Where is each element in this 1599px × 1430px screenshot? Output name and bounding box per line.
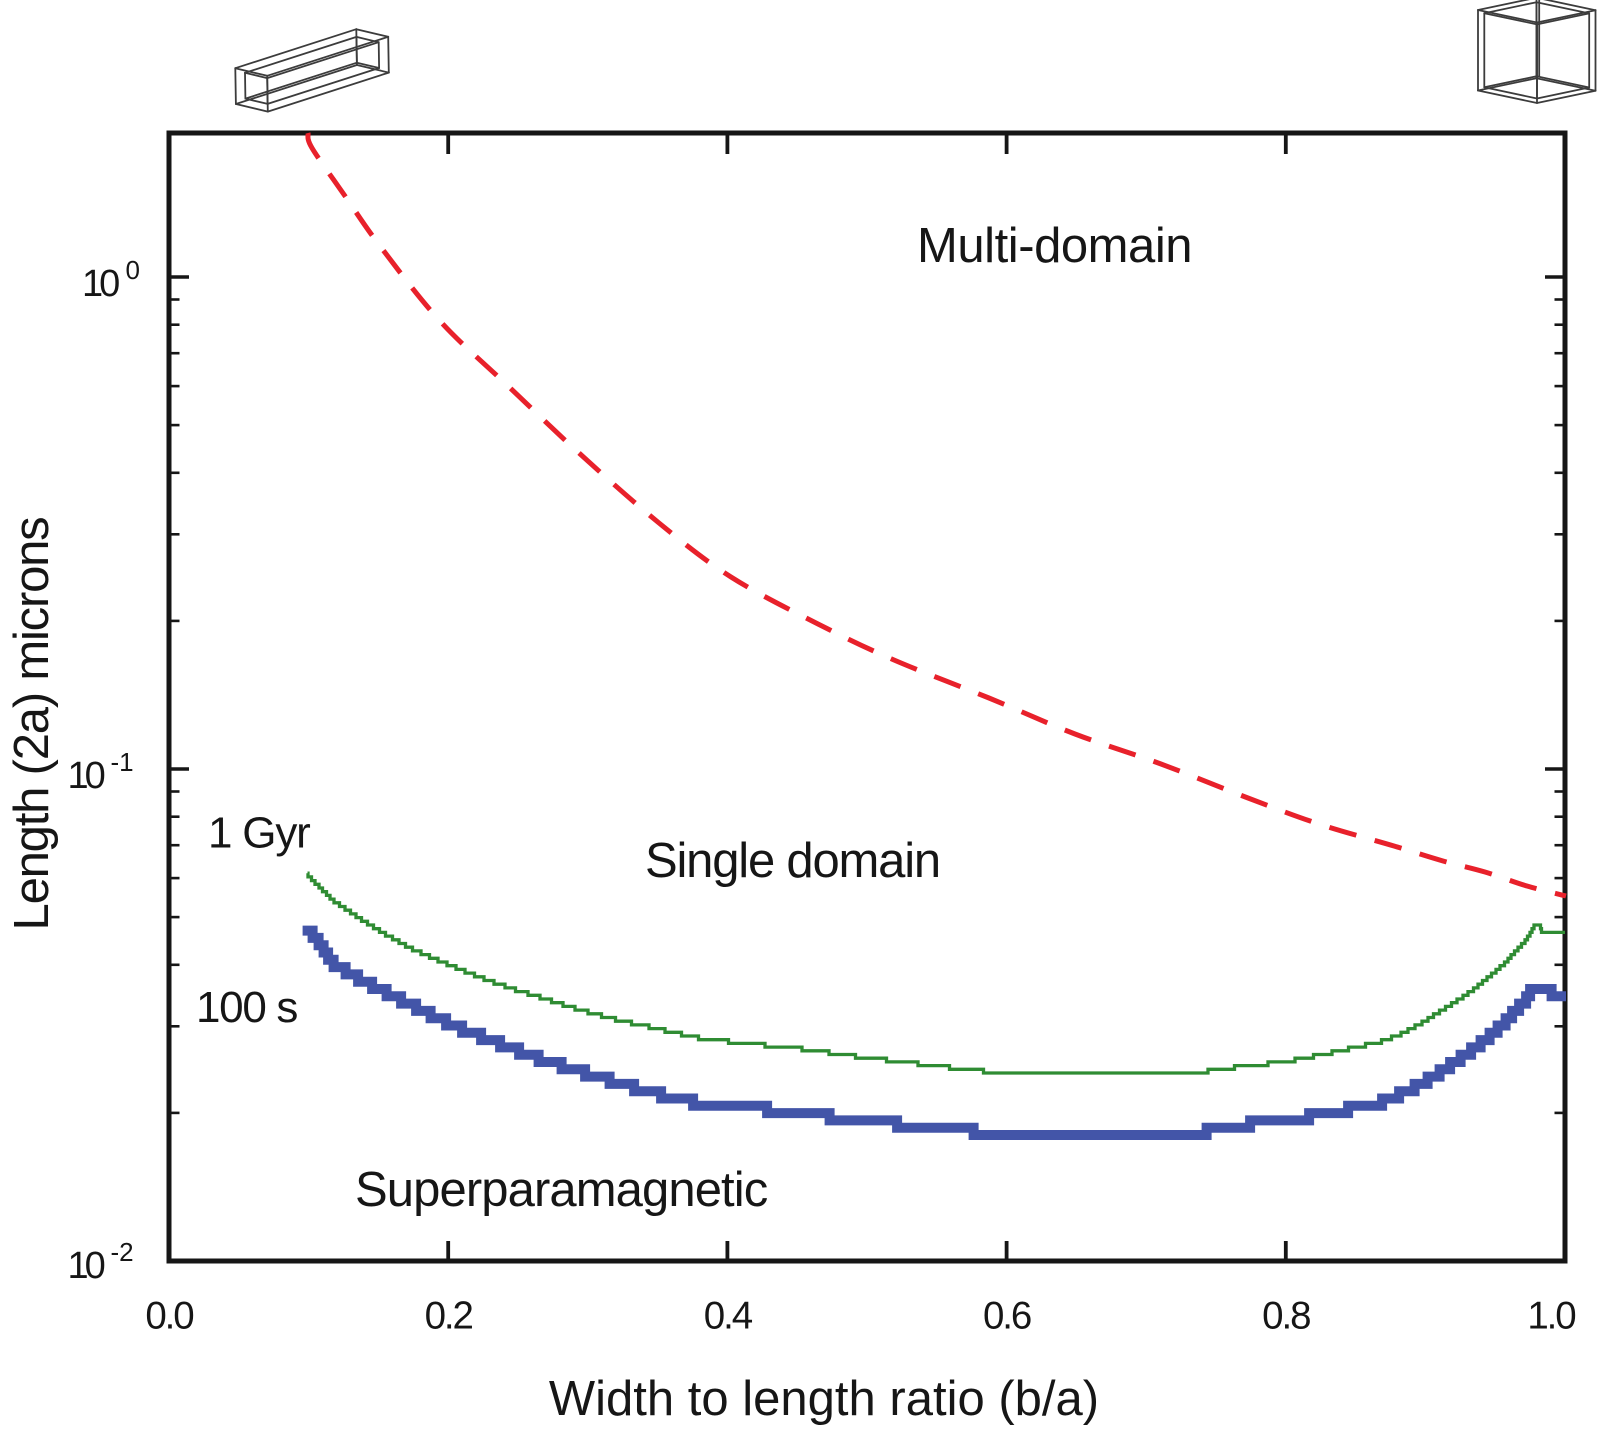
- svg-text:1.0: 1.0: [1527, 1295, 1575, 1338]
- svg-text:Multi-domain: Multi-domain: [917, 219, 1192, 273]
- svg-text:-1: -1: [111, 747, 134, 777]
- svg-text:0: 0: [126, 255, 140, 285]
- svg-text:100 s: 100 s: [196, 983, 297, 1032]
- svg-text:Length (2a) microns: Length (2a) microns: [5, 518, 59, 931]
- svg-text:Superparamagnetic: Superparamagnetic: [355, 1163, 768, 1217]
- svg-text:0.2: 0.2: [425, 1295, 473, 1338]
- svg-text:0.0: 0.0: [145, 1295, 193, 1338]
- svg-text:0.6: 0.6: [983, 1295, 1031, 1338]
- svg-text:Single domain: Single domain: [645, 834, 940, 888]
- svg-text:Width to length ratio (b/a): Width to length ratio (b/a): [549, 1372, 1099, 1426]
- svg-text:10: 10: [68, 1245, 105, 1287]
- svg-text:1 Gyr: 1 Gyr: [208, 809, 310, 858]
- svg-text:0.4: 0.4: [704, 1295, 753, 1338]
- svg-text:10: 10: [68, 755, 105, 797]
- svg-text:0.8: 0.8: [1262, 1295, 1310, 1338]
- svg-text:10: 10: [82, 263, 119, 305]
- svg-text:-2: -2: [111, 1237, 134, 1267]
